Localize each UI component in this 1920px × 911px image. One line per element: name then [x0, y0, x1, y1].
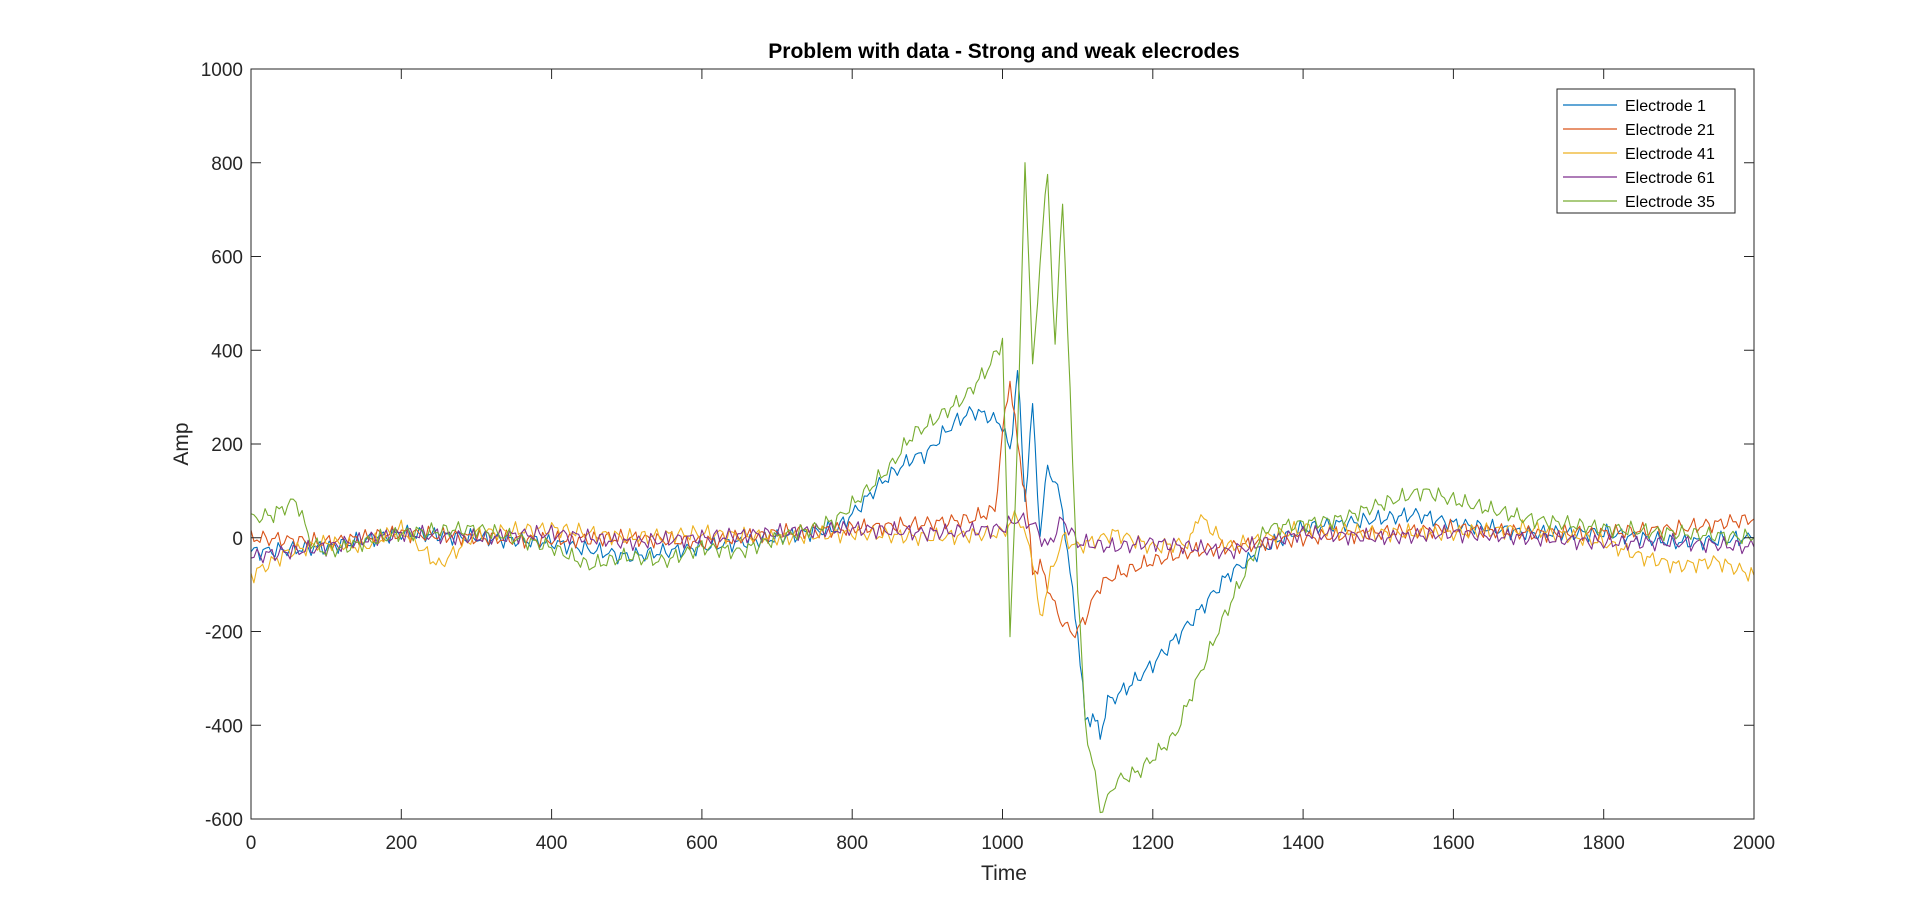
y-tick-label: -400 [205, 716, 243, 737]
y-tick-label: 0 [232, 529, 243, 550]
y-axis-label: Amp [170, 422, 193, 465]
legend-entry-label: Electrode 1 [1625, 98, 1706, 115]
x-tick-label: 0 [246, 833, 257, 854]
series-layer [251, 162, 1754, 814]
series-line-electrode-35 [251, 162, 1754, 814]
x-tick-label: 1000 [981, 833, 1023, 854]
y-tick-label: 1000 [201, 60, 243, 81]
x-tick-label: 1400 [1282, 833, 1324, 854]
x-tick-label: 600 [686, 833, 718, 854]
x-axis-label: Time [981, 862, 1027, 885]
legend-entry-label: Electrode 41 [1625, 146, 1715, 163]
series-line-electrode-61 [251, 512, 1754, 564]
plot-area-frame [250, 68, 1755, 820]
y-tick-label: 200 [211, 435, 243, 456]
x-tick-label: 1200 [1132, 833, 1174, 854]
legend-entry-label: Electrode 61 [1625, 170, 1715, 187]
x-tick-label: 800 [836, 833, 868, 854]
x-axis: 0 200 400 600 800 1000 1200 1400 1600 1800 2000 [246, 69, 1775, 854]
x-tick-label: 400 [536, 833, 568, 854]
chart-title: Problem with data - Strong and weak elec… [768, 40, 1239, 63]
series-line-electrode-21 [251, 380, 1754, 639]
x-tick-label: 1600 [1432, 833, 1474, 854]
y-tick-label: -200 [205, 623, 243, 644]
y-axis: -600 -400 -200 0 200 400 600 800 1000 [201, 60, 1754, 831]
y-tick-label: -600 [205, 810, 243, 831]
x-tick-label: 200 [385, 833, 417, 854]
x-tick-label: 2000 [1733, 833, 1775, 854]
legend-entry-label: Electrode 21 [1625, 122, 1715, 139]
y-tick-label: 600 [211, 248, 243, 269]
y-tick-label: 800 [211, 154, 243, 175]
series-line-electrode-1 [251, 369, 1754, 740]
x-tick-label: 1800 [1583, 833, 1625, 854]
y-tick-label: 400 [211, 341, 243, 362]
legend: Electrode 1 Electrode 21 Electrode 41 Elect… [1556, 88, 1736, 214]
legend-box [1556, 88, 1736, 214]
legend-entry-label: Electrode 35 [1625, 194, 1715, 211]
